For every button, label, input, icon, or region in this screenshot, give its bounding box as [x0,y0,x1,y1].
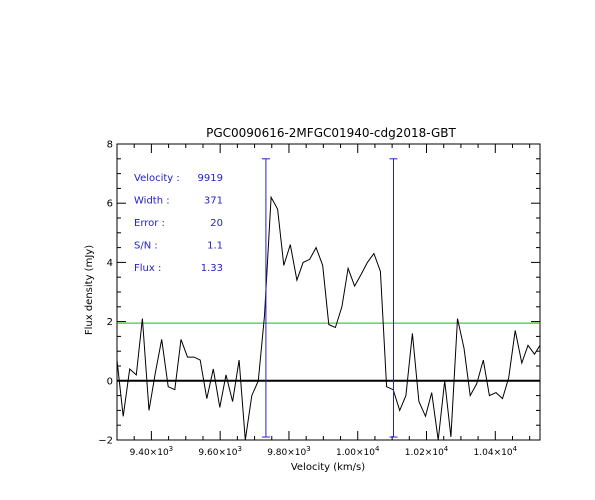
annotation-value: 20 [210,218,223,229]
width-markers [261,158,398,438]
chart-title: PGC0090616-2MFGC01940-cdg2018-GBT [206,126,456,140]
y-axis-label: Flux density (mJy) [84,245,95,335]
y-tick-label: 2 [107,317,113,328]
x-tick-label: 9.40×103 [130,445,174,458]
x-tick-label: 1.00×104 [336,445,380,458]
annotation-value: 1.1 [207,241,223,252]
spectrum-line [117,195,540,440]
annotation-value: 371 [204,196,223,207]
annotation-value: 1.33 [201,263,223,274]
x-tick-times10: ×10 [150,448,169,458]
x-tick-mantissa: 9.60 [198,448,218,458]
x-tick-label: 1.04×104 [474,445,518,458]
y-tick-label: 6 [107,199,113,210]
measurement-annotations: Velocity : 9919 Width : 371 Error : 20 S/N : 1.… [134,173,223,274]
x-tick-label: 9.60×103 [198,445,242,458]
x-tick-mantissa: 1.04 [474,448,494,458]
x-tick-exponent: 4 [513,445,518,453]
annotation-label: Flux : [134,263,161,274]
x-tick-label: 1.02×104 [405,445,449,458]
y-tick-label: −2 [98,436,113,447]
x-tick-label: 9.80×103 [267,445,311,458]
x-tick-exponent: 4 [375,445,380,453]
x-tick-times10: ×10 [287,448,306,458]
x-tick-mantissa: 9.80 [267,448,287,458]
annotation-label: S/N : [134,241,158,252]
x-tick-times10: ×10 [356,448,375,458]
y-tick-label: 0 [107,376,113,387]
x-tick-exponent: 3 [169,445,173,453]
annotation-value: 9919 [198,173,223,184]
axes [116,143,541,441]
x-tick-exponent: 3 [306,445,310,453]
x-tick-times10: ×10 [494,448,513,458]
annotation-label: Width : [134,196,170,207]
y-tick-label: 8 [107,140,113,151]
annotation-label: Error : [134,218,165,229]
x-tick-mantissa: 1.00 [336,448,356,458]
ticks: 9.40×103 9.60×103 9.80×103 1.00×104 1.02×104… [98,140,540,458]
x-tick-exponent: 4 [444,445,449,453]
plot-frame [116,143,541,441]
spectrum-series [117,195,540,440]
x-axis-label: Velocity (km/s) [291,462,365,473]
x-tick-mantissa: 1.02 [405,448,425,458]
annotation-label: Velocity : [134,173,180,184]
x-tick-exponent: 3 [237,445,241,453]
x-tick-times10: ×10 [218,448,237,458]
reference-lines [117,322,540,382]
x-tick-times10: ×10 [425,448,444,458]
x-tick-mantissa: 9.40 [130,448,150,458]
y-tick-label: 4 [107,258,113,269]
